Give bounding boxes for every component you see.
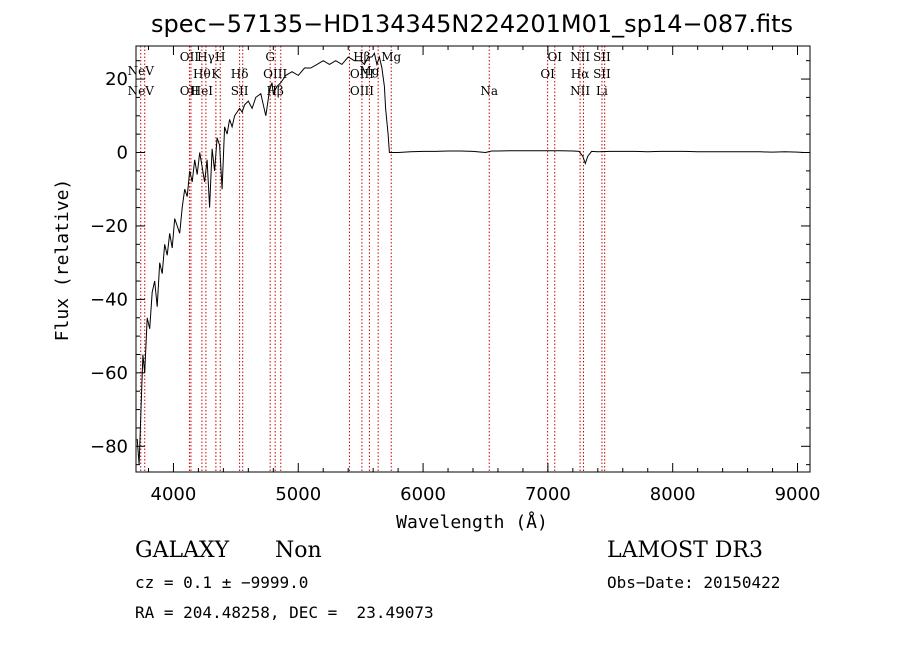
- x-tick-label: 6000: [400, 484, 446, 505]
- line-marker-label: SII: [593, 67, 611, 81]
- line-marker-label: SII: [593, 50, 611, 64]
- line-marker-label: OI: [540, 67, 555, 81]
- y-tick-label: −20: [90, 216, 128, 237]
- obs-date-text: Obs−Date: 20150422: [607, 573, 781, 592]
- y-axis-label: Flux (relative): [52, 179, 73, 342]
- line-marker-label: Mg: [359, 64, 379, 78]
- line-marker-label: OIII: [263, 67, 287, 81]
- chart-title: spec−57135−HD134345N224201M01_sp14−087.f…: [151, 10, 793, 38]
- y-tick-label: 20: [105, 69, 128, 90]
- x-tick-label: 5000: [275, 484, 321, 505]
- line-marker-label: H: [215, 50, 225, 64]
- spectrum-line: [136, 52, 804, 465]
- redshift-text: cz = 0.1 ± −9999.0: [135, 573, 309, 592]
- line-marker-label: Li: [596, 84, 608, 98]
- line-marker-label: NeV: [128, 84, 155, 98]
- line-marker-label: NII: [570, 50, 590, 64]
- plot-frame: [135, 45, 811, 473]
- line-markers: [140, 46, 606, 472]
- line-marker-label: OII: [180, 84, 200, 98]
- y-tick-label: −40: [90, 289, 128, 310]
- x-tick-label: 4000: [151, 484, 197, 505]
- x-axis: 4000 5000 6000 7000 8000 9000: [147, 46, 821, 505]
- line-marker-label: HeI: [191, 84, 214, 98]
- line-marker-label: NeV: [128, 64, 155, 78]
- x-tick-label: 9000: [775, 484, 821, 505]
- line-marker-label: Hδ: [231, 67, 249, 81]
- y-tick-label: 0: [117, 143, 128, 164]
- x-tick-label: 8000: [650, 484, 696, 505]
- y-tick-label: −60: [90, 363, 128, 384]
- coords-text: RA = 204.48258, DEC = 23.49073: [135, 603, 434, 622]
- line-marker-label: OI: [547, 50, 562, 64]
- line-marker-label: OIII: [350, 84, 374, 98]
- line-marker-label: Hα: [571, 67, 590, 81]
- line-marker-label: Hθ: [193, 67, 211, 81]
- y-axis: −80 −60 −40 −20 0 20: [90, 60, 810, 466]
- line-marker-label: G: [265, 50, 275, 64]
- x-axis-label: Wavelength (Å): [396, 511, 548, 533]
- line-marker-label: OIII: [350, 67, 374, 81]
- line-marker-label: SII: [231, 84, 249, 98]
- line-marker-label: Na: [480, 84, 498, 98]
- y-tick-label: −80: [90, 436, 128, 457]
- line-marker-label: NII: [570, 84, 590, 98]
- x-tick-label: 7000: [525, 484, 571, 505]
- object-class: GALAXY: [135, 538, 230, 563]
- survey-label: LAMOST DR3: [607, 538, 763, 563]
- line-marker-label: Hγ: [197, 50, 215, 64]
- line-marker-label: OII: [180, 50, 200, 64]
- line-marker-label: Mg: [381, 50, 401, 64]
- line-marker-label: K: [211, 67, 221, 81]
- object-subclass: Non: [275, 538, 322, 563]
